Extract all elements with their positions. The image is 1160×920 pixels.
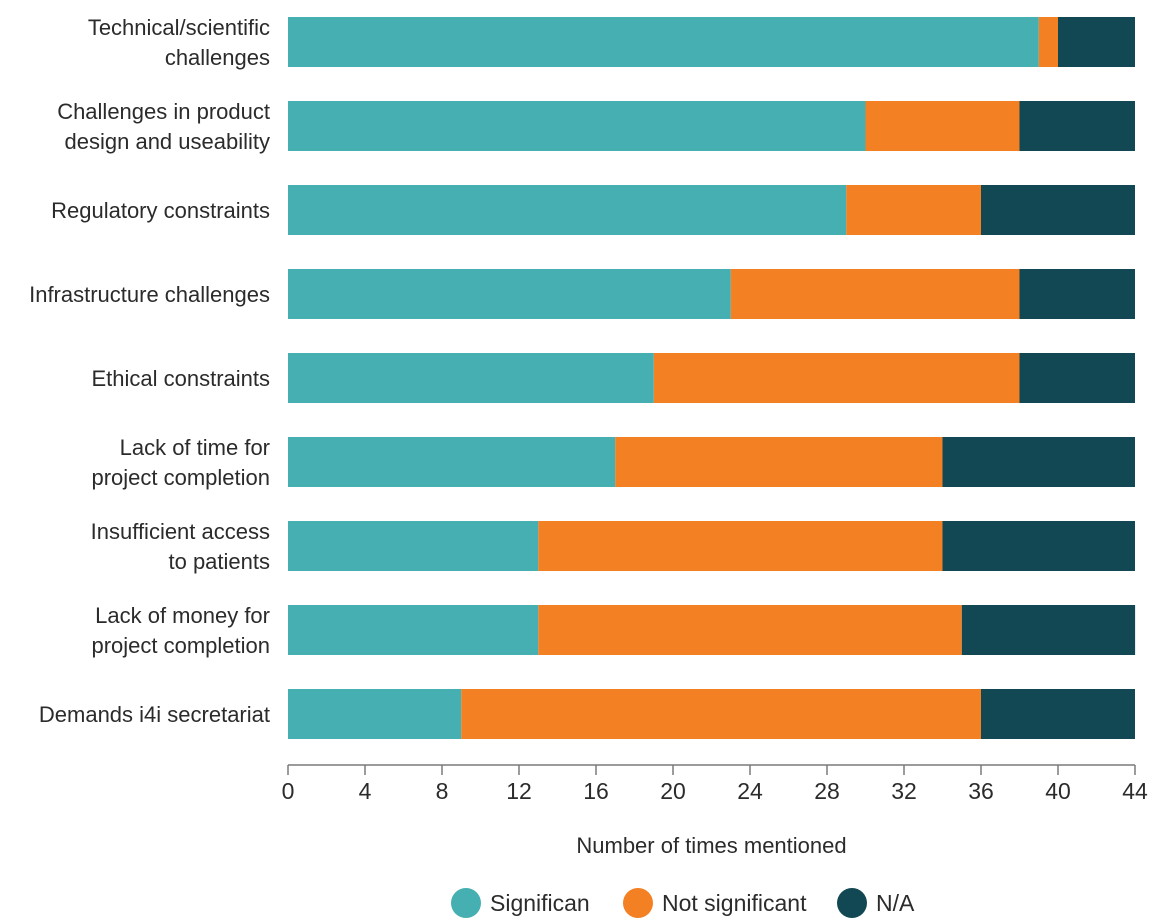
x-tick-label-20: 20 — [660, 778, 686, 804]
category-label-5: Ethical constraints — [91, 366, 270, 391]
x-tick-label-44: 44 — [1122, 778, 1148, 804]
category-label-line: project completion — [91, 633, 270, 658]
legend: Significan Not significant N/A — [451, 888, 915, 918]
bar-significan-9 — [288, 689, 462, 739]
bar-significan-8 — [288, 605, 539, 655]
bar-significan-2 — [288, 101, 866, 151]
bar-not-significant-2 — [865, 101, 1020, 151]
category-label-8: Lack of money for project completion — [91, 603, 270, 658]
category-label-7: Insufficient access to patients — [91, 519, 270, 574]
category-label-6: Lack of time for project completion — [91, 435, 270, 490]
bar-n-a-7 — [942, 521, 1135, 571]
legend-marker-significan — [451, 888, 481, 918]
bar-significan-5 — [288, 353, 654, 403]
bar-n-a-2 — [1019, 101, 1135, 151]
bar-significan-4 — [288, 269, 731, 319]
bar-not-significant-6 — [615, 437, 943, 487]
bar-significan-6 — [288, 437, 616, 487]
bar-n-a-8 — [961, 605, 1136, 655]
category-label-line: Insufficient access — [91, 519, 270, 544]
legend-label-significan: Significan — [490, 890, 590, 916]
bar-n-a-6 — [942, 437, 1135, 487]
category-label-line: Challenges in product — [57, 99, 270, 124]
category-label-4: Infrastructure challenges — [29, 282, 270, 307]
bar-n-a-3 — [981, 185, 1135, 235]
bar-not-significant-5 — [653, 353, 1020, 403]
x-tick-label-36: 36 — [968, 778, 994, 804]
category-label-line: Infrastructure challenges — [29, 282, 270, 307]
bar-not-significant-9 — [461, 689, 982, 739]
category-label-9: Demands i4i secretariat — [39, 702, 270, 727]
x-tick-label-16: 16 — [583, 778, 609, 804]
category-label-line: Technical/scientific — [88, 15, 270, 40]
x-tick-label-0: 0 — [282, 778, 295, 804]
category-label-line: Regulatory constraints — [51, 198, 270, 223]
x-tick-label-12: 12 — [506, 778, 532, 804]
bar-not-significant-8 — [538, 605, 962, 655]
x-tick-label-40: 40 — [1045, 778, 1071, 804]
category-label-line: challenges — [165, 45, 270, 70]
x-axis-title: Number of times mentioned — [576, 833, 846, 858]
category-label-3: Regulatory constraints — [51, 198, 270, 223]
bar-significan-3 — [288, 185, 847, 235]
category-label-line: Lack of time for — [120, 435, 270, 460]
category-label-line: Ethical constraints — [91, 366, 270, 391]
category-label-line: design and useability — [65, 129, 270, 154]
bar-not-significant-3 — [846, 185, 982, 235]
legend-label-n-a: N/A — [876, 890, 915, 916]
bar-significan-1 — [288, 17, 1039, 67]
x-tick-label-28: 28 — [814, 778, 840, 804]
category-label-line: to patients — [168, 549, 270, 574]
bar-not-significant-4 — [730, 269, 1020, 319]
legend-label-not-significant: Not significant — [662, 890, 807, 916]
x-tick-label-8: 8 — [436, 778, 449, 804]
category-labels: Technical/scientific challenges Challenges… — [29, 15, 270, 727]
legend-marker-not-significant — [623, 888, 653, 918]
bar-not-significant-7 — [538, 521, 943, 571]
category-label-line: Lack of money for — [95, 603, 270, 628]
category-label-line: project completion — [91, 465, 270, 490]
x-tick-label-4: 4 — [359, 778, 372, 804]
x-tick-label-32: 32 — [891, 778, 917, 804]
legend-marker-n-a — [837, 888, 867, 918]
bar-n-a-1 — [1058, 17, 1135, 67]
bar-n-a-9 — [981, 689, 1135, 739]
bar-not-significant-1 — [1038, 17, 1059, 67]
x-tick-label-24: 24 — [737, 778, 763, 804]
bar-n-a-4 — [1019, 269, 1135, 319]
category-label-1: Technical/scientific challenges — [88, 15, 270, 70]
bar-n-a-5 — [1019, 353, 1135, 403]
bars-group — [288, 17, 1136, 739]
bar-significan-7 — [288, 521, 539, 571]
category-label-line: Demands i4i secretariat — [39, 702, 270, 727]
x-axis: 0 4 8 12 16 20 24 28 32 36 40 44 — [282, 764, 1148, 804]
category-label-2: Challenges in product design and useabili… — [57, 99, 270, 154]
